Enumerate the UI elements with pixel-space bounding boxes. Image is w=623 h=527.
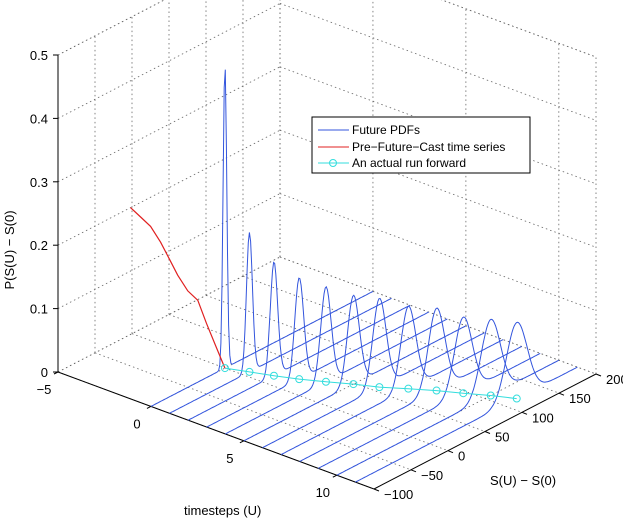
x-tick-mark: [146, 405, 152, 409]
data-series: [130, 69, 578, 483]
actual-run-marker: [375, 383, 384, 392]
legend-label-run: An actual run forward: [352, 156, 466, 170]
legend-marker-run: [329, 159, 337, 167]
grid-line: [279, 3, 597, 121]
y-tick-label: 200: [606, 372, 623, 387]
grid-line: [57, 3, 281, 119]
legend-label-pre: Pre−Future−Cast time series: [352, 140, 505, 154]
pre-future-cast-line: [130, 207, 226, 369]
actual-run-marker: [432, 386, 441, 395]
z-tick-label: 0.1: [30, 302, 48, 317]
z-tick-label: 0: [41, 365, 48, 380]
actual-run-marker: [269, 371, 278, 380]
future-pdf-line: [225, 285, 448, 435]
z-tick-label: 0.4: [30, 111, 48, 126]
axes: [53, 54, 602, 492]
future-pdf-line: [355, 321, 578, 483]
x-axis-label: timesteps (U): [184, 503, 261, 518]
y-tick-mark: [521, 411, 528, 415]
y-tick-label: −50: [421, 468, 443, 483]
future-pdf-line: [187, 261, 411, 421]
future-pdf-line: [150, 69, 374, 407]
actual-run-marker: [459, 389, 468, 398]
future-pdf-line: [299, 307, 522, 462]
y-tick-mark: [484, 431, 491, 434]
grid-line: [57, 66, 281, 183]
actual-run-marker: [220, 364, 229, 373]
legend-box: [311, 116, 531, 174]
y-tick-mark: [447, 450, 454, 454]
actual-run-marker: [512, 394, 521, 403]
legend-label-pdf: Future PDFs: [352, 123, 420, 137]
y-tick-label: 150: [569, 391, 591, 406]
future-pdf-line: [243, 294, 467, 442]
y-tick-label: 0: [458, 449, 465, 464]
y-axis-label: S(U) − S(0): [490, 473, 556, 488]
grid-line: [440, 0, 597, 58]
actual-run-marker: [349, 380, 358, 389]
x-axis-line: [57, 371, 375, 490]
x-tick-mark: [239, 440, 245, 444]
z-tick-label: 0.5: [30, 48, 48, 63]
x-tick-label: −5: [37, 382, 52, 397]
grid-line: [440, 0, 597, 58]
actual-run-marker: [404, 384, 413, 393]
future-pdf-line: [280, 305, 504, 456]
z-axis-label: P(S(U) − S(0): [2, 210, 17, 289]
z-tick-label: 0.3: [30, 175, 48, 190]
future-pdf-line: [169, 232, 392, 414]
y-tick-mark: [595, 373, 602, 377]
x-tick-label: 5: [226, 451, 233, 466]
grid-line: [57, 129, 281, 246]
x-tick-label: 10: [316, 485, 330, 500]
z-tick-label: 0.2: [30, 238, 48, 253]
x-tick-mark: [332, 474, 338, 478]
actual-run-line: [224, 367, 517, 400]
x-tick-label: 0: [133, 416, 140, 431]
y-tick-label: −100: [384, 487, 413, 502]
tick-labels: −50510−100−5005010015020000.10.20.30.40.…: [30, 48, 623, 502]
y-tick-mark: [373, 488, 380, 492]
future-pdf-line: [336, 318, 560, 476]
actual-run-marker: [486, 391, 495, 400]
y-tick-label: 100: [532, 410, 554, 425]
y-tick-mark: [410, 469, 417, 473]
actual-run-marker: [321, 377, 330, 386]
grid-line: [279, 193, 597, 311]
future-pdf-line: [206, 277, 429, 428]
grid-line: [57, 193, 281, 309]
y-tick-mark: [558, 392, 565, 396]
legend: Future PDFs Pre−Future−Cast time series …: [311, 116, 531, 174]
grid-line: [57, 0, 166, 56]
y-tick-label: 50: [495, 430, 509, 445]
actual-run-marker: [295, 375, 304, 384]
grid-line: [57, 256, 281, 373]
actual-run-marker: [245, 367, 254, 376]
